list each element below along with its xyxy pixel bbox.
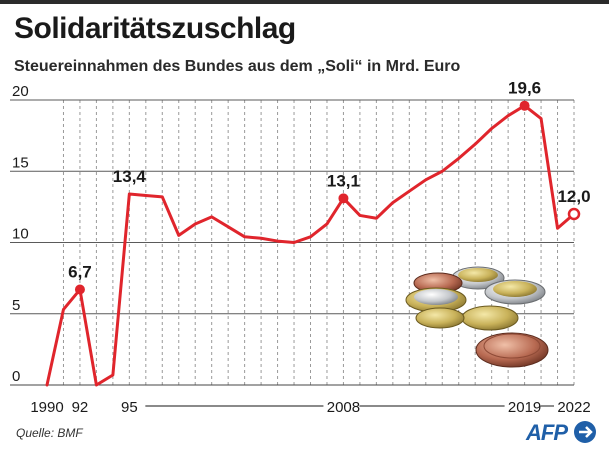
series-line [45,100,581,387]
chart-subtitle: Steuereinnahmen des Bundes aus dem „Soli… [14,58,461,75]
x-tick-label: 2008 [327,399,360,416]
data-label: 13,4 [113,167,147,186]
data-label: 13,1 [327,171,360,190]
x-tick-label: 1990 [30,399,63,416]
data-point-marker [74,284,85,295]
axes: 0 5 10 15 20 1990 92 95 2008 2019 2022 [10,83,591,416]
data-label: 19,6 [508,79,541,98]
data-label: 6,7 [68,263,92,282]
afp-logo: AFP [526,419,602,445]
chart-title: Solidaritätszuschlag [14,12,296,45]
data-line [45,104,576,387]
labels: 6,7 13,4 13,1 19,6 12,0 [68,79,590,282]
data-point-marker [519,100,530,111]
y-tick-label: 0 [12,368,20,385]
data-point-marker [338,193,349,204]
afp-logo-mark [574,421,596,443]
y-tick-label: 15 [12,154,29,171]
x-tick-label: 2019 [508,399,541,416]
source-note: Quelle: BMF [16,426,83,440]
y-tick-label: 10 [12,226,29,243]
y-tick-label: 5 [12,297,20,314]
y-tick-label: 20 [12,83,29,100]
data-label: 12,0 [557,187,590,206]
data-point-marker [567,207,581,221]
afp-logo-text: AFP [526,420,568,445]
x-tick-label: 92 [72,399,89,416]
coins-illustration [405,266,549,368]
x-tick-label: 2022 [557,399,590,416]
x-tick-label: 95 [121,399,138,416]
top-bar [0,0,609,4]
